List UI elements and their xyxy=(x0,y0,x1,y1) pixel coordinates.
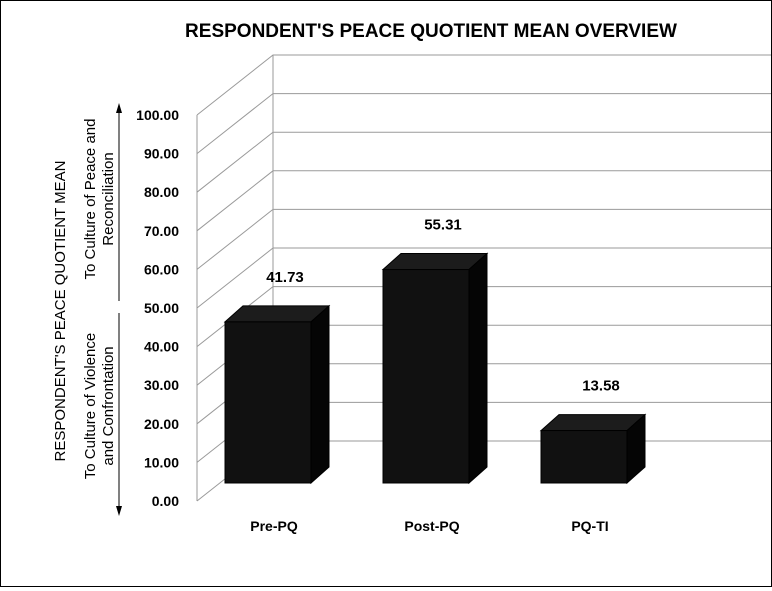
y-axis-ticks: 0.00 10.00 20.00 30.00 40.00 50.00 60.00 70.00 8… xyxy=(136,107,179,509)
down-annotation-line2: and Confrontation xyxy=(100,346,117,465)
bar-side xyxy=(310,304,330,485)
gridline xyxy=(196,286,771,347)
data-label: 13.58 xyxy=(582,378,620,395)
category-label: PQ-TI xyxy=(571,518,608,534)
data-label: 55.31 xyxy=(424,217,462,234)
gridline xyxy=(196,208,771,270)
bar-front xyxy=(224,321,312,484)
bar-side xyxy=(468,252,488,485)
y-tick-label: 50.00 xyxy=(144,300,179,316)
chart-title: RESPONDENT'S PEACE QUOTIENT MEAN OVERVIE… xyxy=(185,21,677,42)
gridline xyxy=(196,247,771,309)
y-tick-label: 100.00 xyxy=(136,107,179,123)
down-arrow-icon xyxy=(116,506,122,516)
category-label: Pre-PQ xyxy=(250,518,298,534)
gridline xyxy=(196,54,771,116)
category-label: Post-PQ xyxy=(404,518,459,534)
y-tick-label: 20.00 xyxy=(144,416,179,432)
bar-pq-ti xyxy=(539,413,647,485)
up-annotation-line2: Reconciliation xyxy=(100,152,117,245)
gridline xyxy=(196,170,771,232)
direction-annotation: To Culture of Peace and Reconciliation T… xyxy=(82,103,122,516)
bar-front xyxy=(540,430,628,484)
y-tick-label: 60.00 xyxy=(144,261,179,277)
up-annotation-line1: To Culture of Peace and xyxy=(82,119,99,280)
gridline xyxy=(196,93,771,154)
down-annotation-line1: To Culture of Violence xyxy=(82,333,99,479)
y-tick-label: 80.00 xyxy=(144,184,179,200)
y-tick-label: 0.00 xyxy=(152,493,179,509)
y-tick-label: 10.00 xyxy=(144,454,179,470)
y-tick-label: 40.00 xyxy=(144,339,179,355)
y-tick-label: 70.00 xyxy=(144,223,179,239)
y-tick-label: 30.00 xyxy=(144,377,179,393)
y-tick-label: 90.00 xyxy=(144,146,179,162)
bar-front xyxy=(382,269,470,484)
data-label: 41.73 xyxy=(266,269,304,286)
bars xyxy=(223,252,647,485)
up-arrow-icon xyxy=(116,103,122,113)
gridline xyxy=(196,131,771,193)
bar-post-pq xyxy=(381,252,489,485)
bar-pre-pq xyxy=(223,304,331,485)
x-axis-categories: Pre-PQ Post-PQ PQ-TI xyxy=(250,518,608,534)
y-axis-title: RESPONDENT'S PEACE QUOTIENT MEAN xyxy=(52,161,69,462)
data-labels: 41.73 55.31 13.58 xyxy=(266,217,620,395)
